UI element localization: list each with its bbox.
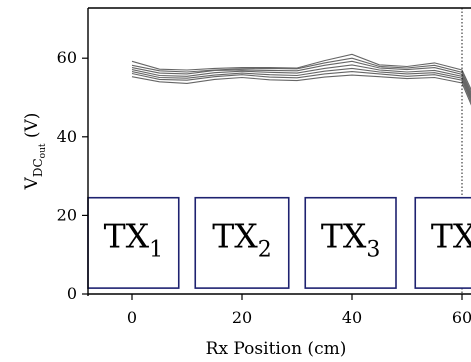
y-axis-title-unit: (V) — [22, 113, 42, 144]
tx-box-label: TX3 — [321, 216, 381, 262]
tx-label-index: 1 — [149, 237, 163, 262]
tx-box-label: TX4 — [431, 216, 471, 262]
y-tick-label: 60 — [57, 48, 77, 67]
series-line-2 — [131, 57, 471, 94]
tx-label-index: 2 — [258, 237, 272, 262]
x-tick-label: 20 — [232, 308, 252, 327]
tx-box-rect — [194, 196, 290, 289]
series-lines — [131, 53, 471, 106]
tx-box-4: TX4 — [414, 196, 471, 289]
tx-box-3: TX3 — [304, 196, 397, 289]
y-tick-label: 40 — [57, 127, 77, 146]
tx-box-rect — [304, 196, 397, 289]
series-line-6 — [131, 71, 471, 103]
series-line-4 — [131, 64, 471, 99]
tx-box-2: TX2 — [194, 196, 290, 289]
x-axis-title: Rx Position (cm) — [206, 339, 347, 359]
tx-label-index: 3 — [366, 237, 380, 262]
transmitter-boxes: TX1TX2TX3TX4TX5 — [87, 196, 471, 289]
tx-box-label: TX1 — [104, 216, 164, 262]
y-axis-title-subsub: out — [38, 143, 48, 158]
axes-frame — [87, 7, 471, 296]
y-tick-label: 0 — [67, 284, 77, 303]
tx-label-main: TX — [212, 216, 258, 255]
y-axis-title: VDCout (V) — [22, 113, 48, 191]
tx-box-1: TX1 — [87, 196, 180, 289]
x-tick-label: 60 — [452, 308, 471, 327]
tx-label-main: TX — [104, 216, 150, 255]
x-ticks: 0 20 40 60 — [127, 294, 471, 327]
tx-box-rect — [87, 196, 180, 289]
series-line-3 — [131, 60, 471, 96]
x-tick-label: 0 — [127, 308, 137, 327]
y-axis-title-main: V — [22, 176, 42, 190]
tx-label-main: TX — [431, 216, 471, 255]
y-ticks: 0 20 40 60 — [57, 48, 88, 303]
tx-label-main: TX — [321, 216, 367, 255]
y-axis-title-sub: DC — [31, 158, 45, 177]
series-line-5 — [131, 67, 471, 101]
series-line-1 — [131, 53, 471, 91]
tx-box-label: TX2 — [212, 216, 272, 262]
y-tick-label: 20 — [57, 205, 77, 224]
series-line-7 — [131, 74, 471, 106]
x-tick-label: 40 — [342, 308, 362, 327]
tx-box-rect — [414, 196, 471, 289]
